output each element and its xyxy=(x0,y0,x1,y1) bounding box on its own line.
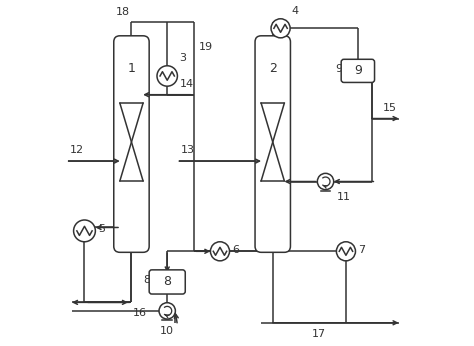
Circle shape xyxy=(157,66,177,86)
Text: 14: 14 xyxy=(180,79,194,89)
FancyBboxPatch shape xyxy=(149,270,185,294)
Text: 6: 6 xyxy=(232,245,239,255)
Circle shape xyxy=(73,220,95,242)
Text: 3: 3 xyxy=(179,53,186,63)
FancyBboxPatch shape xyxy=(114,36,149,252)
Text: 11: 11 xyxy=(337,192,350,202)
Text: 1: 1 xyxy=(128,62,136,75)
Circle shape xyxy=(337,242,356,261)
Text: 12: 12 xyxy=(70,145,84,155)
Text: 8: 8 xyxy=(143,275,150,285)
Text: 10: 10 xyxy=(160,326,174,336)
Text: 8: 8 xyxy=(163,275,171,289)
Text: 18: 18 xyxy=(116,7,130,17)
Text: 16: 16 xyxy=(133,309,147,319)
Text: 9: 9 xyxy=(335,64,342,74)
FancyBboxPatch shape xyxy=(255,36,291,252)
Circle shape xyxy=(271,19,290,38)
Circle shape xyxy=(210,242,229,261)
Text: 9: 9 xyxy=(354,64,362,78)
Text: 4: 4 xyxy=(292,6,299,16)
Text: 2: 2 xyxy=(269,62,277,75)
FancyBboxPatch shape xyxy=(341,59,374,82)
Text: 19: 19 xyxy=(199,42,213,52)
Text: 5: 5 xyxy=(98,224,105,234)
Circle shape xyxy=(159,303,175,319)
Text: 15: 15 xyxy=(383,103,397,113)
Text: 17: 17 xyxy=(311,329,326,339)
Text: 13: 13 xyxy=(181,145,195,155)
Text: 7: 7 xyxy=(358,245,365,255)
Circle shape xyxy=(318,173,334,190)
